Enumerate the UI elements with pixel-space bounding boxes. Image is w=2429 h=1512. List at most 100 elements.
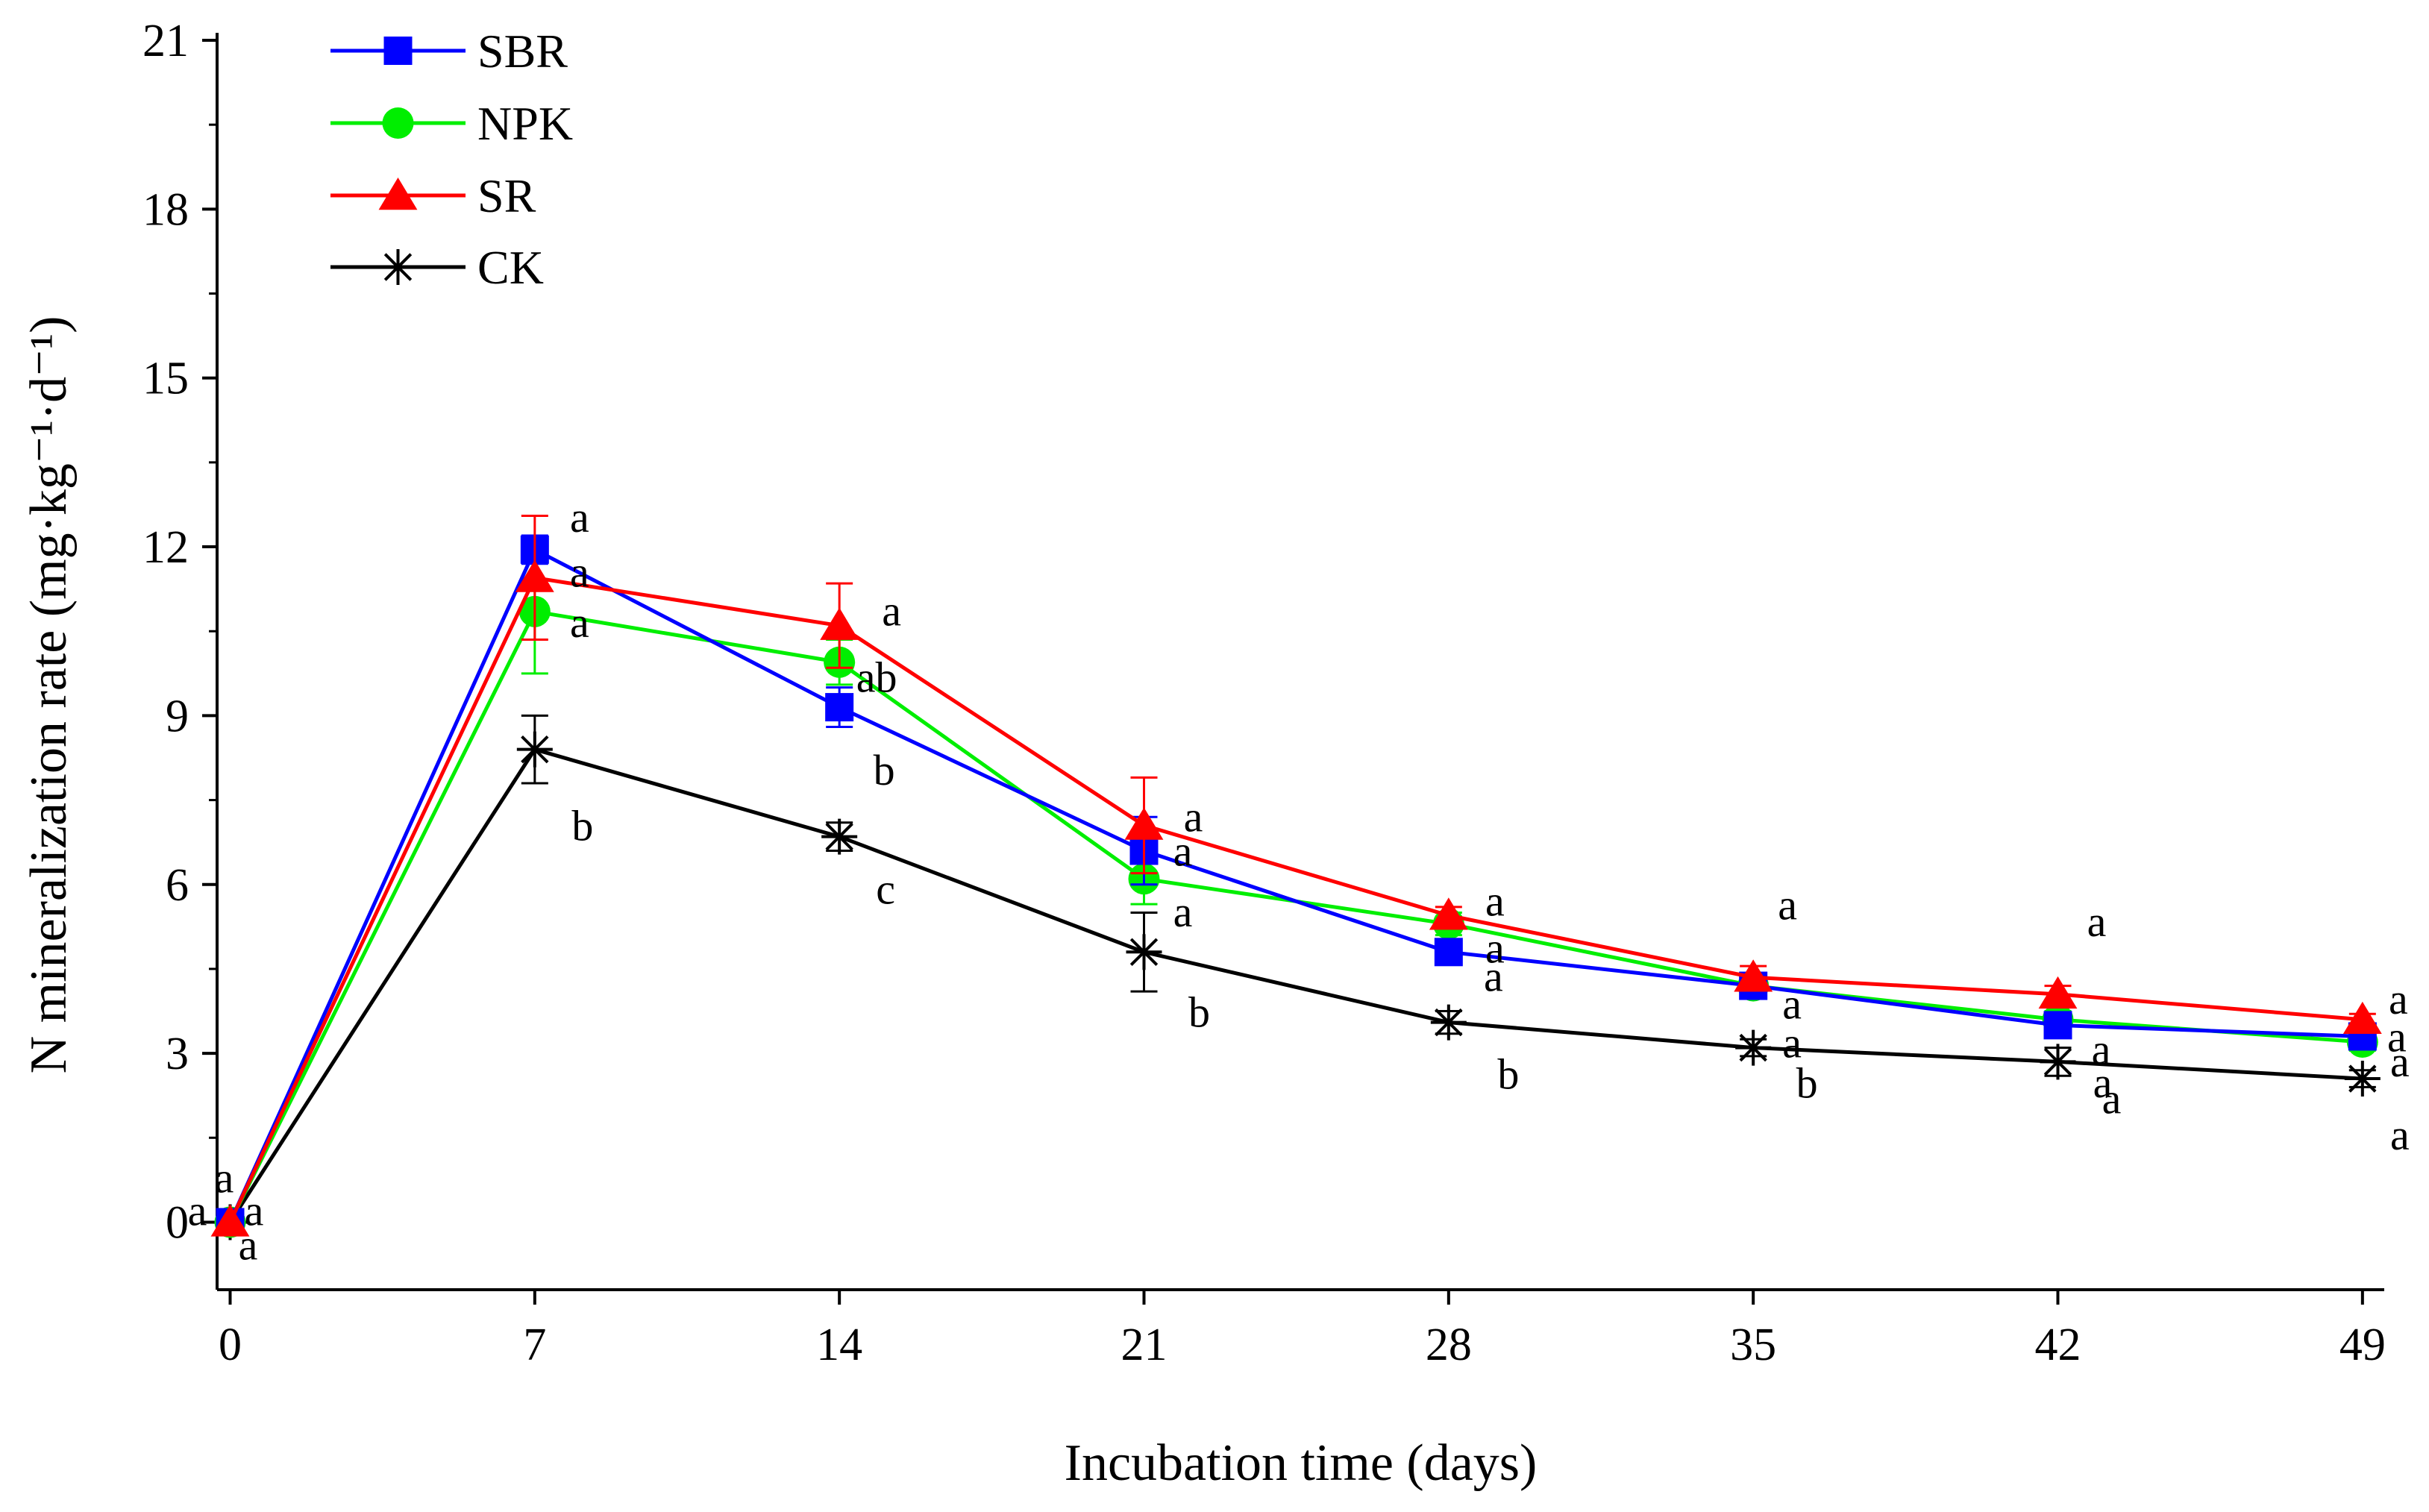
data-point (515, 559, 554, 592)
legend-label: SBR (477, 25, 568, 78)
data-point (2043, 1011, 2072, 1040)
asterisk-stroke (1739, 1033, 1767, 1062)
plot-area (210, 515, 2382, 1240)
significance-label: a (2092, 1025, 2111, 1073)
significance-label: a (2390, 1038, 2410, 1086)
significance-label: a (570, 493, 589, 542)
x-tick-label: 21 (1121, 1320, 1168, 1370)
y-tick-label: 0 (166, 1197, 189, 1248)
data-point (1429, 897, 1468, 930)
significance-label: a (570, 598, 589, 647)
legend-marker (383, 37, 413, 65)
data-point (1126, 934, 1162, 970)
x-axis-title: Incubation time (days) (1065, 1434, 1538, 1492)
axes: 0 3 6 9 12 15 18 21 0 7 14 21 28 35 42 49 (142, 16, 2386, 1370)
significance-label: a (2102, 1074, 2122, 1123)
significance-label: a (2390, 1111, 2410, 1159)
significance-label: a (1778, 880, 1797, 929)
x-tick-label: 28 (1426, 1320, 1472, 1370)
series-line (228, 576, 2363, 1223)
significance-label: a (2387, 1012, 2407, 1061)
legend-marker (380, 249, 416, 285)
significance-label: a (245, 1186, 264, 1235)
data-point (820, 607, 859, 640)
asterisk-stroke (521, 735, 549, 764)
y-tick-label: 21 (142, 16, 189, 66)
series-ck (212, 714, 2381, 1240)
significance-label: a (2389, 975, 2408, 1023)
x-tick-label: 35 (1730, 1320, 1776, 1370)
significance-label: b (874, 746, 895, 794)
significance-label: b (1796, 1059, 1818, 1108)
series-line (228, 548, 2363, 1223)
significance-label: a (882, 587, 901, 636)
significance-label: b (571, 802, 593, 850)
legend-item-ck: CK (330, 241, 544, 294)
significance-label: a (570, 548, 589, 597)
significance-label: a (2087, 897, 2107, 946)
significance-label: a (1782, 1019, 1802, 1067)
significance-label: a (1782, 980, 1802, 1029)
significance-label: a (1485, 876, 1505, 925)
significance-label: a (239, 1220, 258, 1269)
y-axis-title: N mineralization rate (mg·kg⁻¹·d⁻¹) (20, 316, 78, 1074)
series-npk (214, 548, 2378, 1238)
asterisk-stroke (2348, 1064, 2377, 1093)
y-tick-label: 6 (166, 860, 189, 911)
series-line (228, 609, 2363, 1223)
data-point (825, 693, 854, 722)
significance-label: a (1184, 793, 1203, 841)
x-tick-label: 0 (219, 1320, 242, 1370)
legend-item-sr: SR (330, 169, 536, 222)
legend-marker (382, 107, 414, 139)
legend-marker (378, 178, 418, 210)
significance-label: b (1188, 988, 1210, 1036)
x-tick-label: 7 (523, 1320, 546, 1370)
data-point (1430, 1004, 1467, 1041)
asterisk-stroke (825, 822, 853, 851)
y-tick-label: 3 (166, 1029, 189, 1079)
significance-label: a (2093, 1058, 2113, 1107)
legend-item-sbr: SBR (330, 25, 568, 78)
data-point (2038, 976, 2078, 1009)
x-tick-label: 49 (2339, 1320, 2386, 1370)
series-sr (210, 515, 2382, 1237)
asterisk-stroke (2043, 1047, 2072, 1076)
y-tick-label: 9 (166, 691, 189, 741)
asterisk-stroke (383, 253, 413, 281)
data-point (516, 731, 553, 768)
significance-label: a (1173, 888, 1193, 936)
series-line (228, 747, 2363, 1223)
y-tick-label: 12 (142, 522, 189, 573)
data-point (1124, 807, 1164, 840)
significance-label: a (1484, 952, 1503, 1000)
significance-label: a (215, 1153, 234, 1202)
asterisk-stroke (1435, 1008, 1463, 1037)
legend-label: CK (477, 241, 544, 294)
legend-label: SR (477, 169, 536, 222)
significance-label: a (188, 1186, 207, 1235)
data-point (1434, 938, 1463, 967)
data-point (1734, 959, 1773, 992)
data-point (2344, 1061, 2381, 1097)
x-tick-label: 14 (816, 1320, 862, 1370)
y-tick-label: 18 (142, 184, 189, 235)
significance-label: a (1485, 924, 1505, 973)
legend-item-npk: NPK (330, 97, 573, 150)
data-point (1735, 1029, 1772, 1066)
data-point (2342, 1001, 2382, 1035)
data-point (821, 818, 858, 855)
data-point (2040, 1044, 2076, 1080)
asterisk-stroke (1129, 938, 1159, 966)
significance-label: ab (856, 653, 897, 702)
y-tick-label: 15 (142, 354, 189, 404)
legend-label: NPK (477, 97, 573, 150)
significance-label: a (1173, 826, 1193, 875)
x-tick-label: 42 (2035, 1320, 2081, 1370)
significance-label: c (876, 865, 895, 914)
data-point (210, 1204, 250, 1237)
significance-label: b (1497, 1050, 1519, 1099)
legend: SBR NPK SR CK (330, 25, 573, 294)
